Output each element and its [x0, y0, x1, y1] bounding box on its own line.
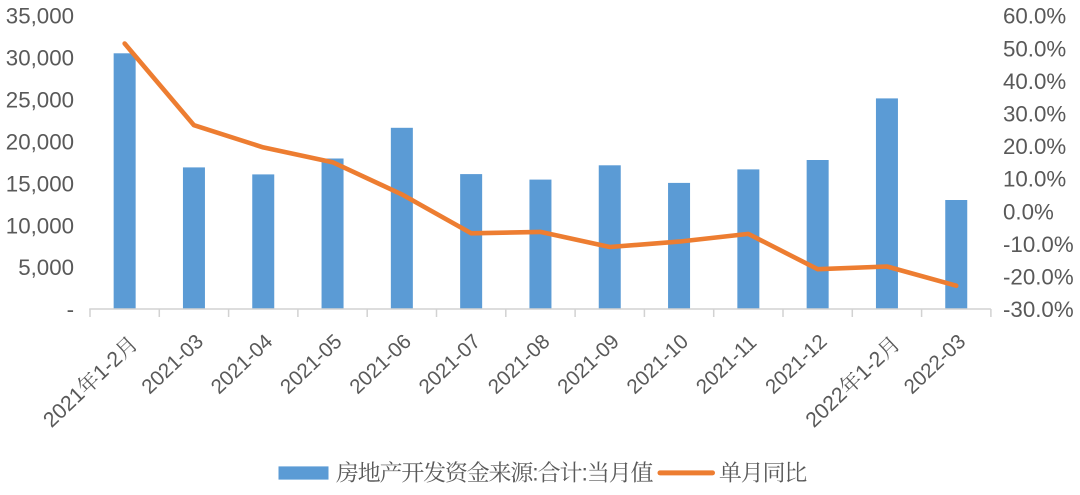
svg-text:20.0%: 20.0% — [1003, 134, 1066, 159]
svg-text:20,000: 20,000 — [6, 129, 74, 154]
svg-text:-20.0%: -20.0% — [1003, 265, 1074, 290]
svg-text::: : — [532, 460, 538, 486]
svg-text:30,000: 30,000 — [6, 46, 74, 71]
svg-text:10,000: 10,000 — [6, 213, 74, 238]
svg-text:25,000: 25,000 — [6, 88, 74, 113]
svg-text::: : — [582, 460, 588, 486]
svg-text:-10.0%: -10.0% — [1003, 232, 1074, 257]
svg-text:30.0%: 30.0% — [1003, 102, 1066, 127]
svg-text:40.0%: 40.0% — [1003, 69, 1066, 94]
svg-text:5,000: 5,000 — [18, 255, 74, 280]
svg-text:-: - — [67, 297, 74, 322]
svg-text:10.0%: 10.0% — [1003, 167, 1066, 192]
svg-text:0.0%: 0.0% — [1003, 199, 1054, 224]
svg-text:-30.0%: -30.0% — [1003, 297, 1074, 322]
svg-text:35,000: 35,000 — [6, 4, 74, 29]
svg-text:50.0%: 50.0% — [1003, 36, 1066, 61]
svg-text:60.0%: 60.0% — [1003, 4, 1066, 29]
svg-text:15,000: 15,000 — [6, 171, 74, 196]
